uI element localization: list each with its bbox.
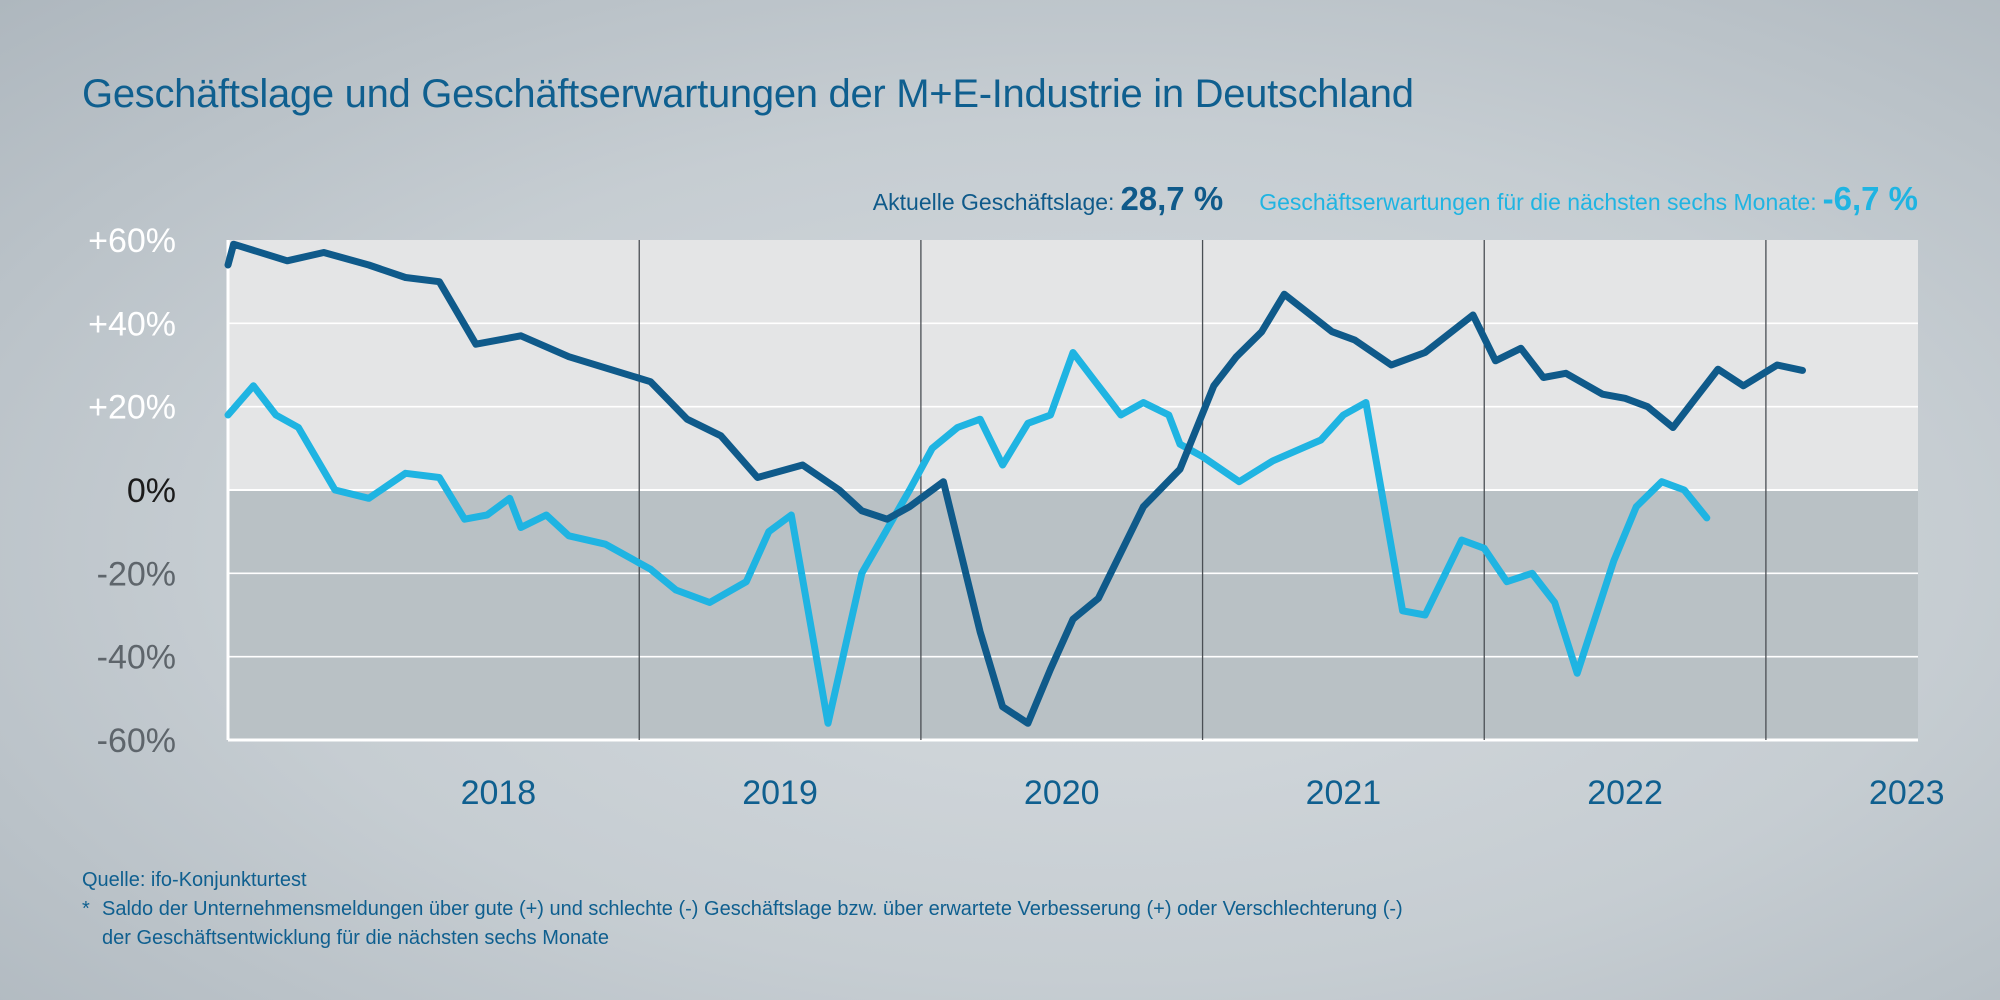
footnote-continued: der Geschäftsentwicklung für die nächste…	[82, 924, 1403, 953]
footnote-star: *	[82, 898, 90, 920]
legend-expectations: Geschäftserwartungen für die nächsten se…	[1259, 180, 1918, 218]
legend-expectations-value: -6,7 %	[1822, 180, 1918, 217]
series-line-expectations	[224, 349, 1711, 727]
legend-expectations-label: Geschäftserwartungen für die nächsten se…	[1259, 189, 1817, 215]
x-tick-label: 2022	[1587, 774, 1663, 812]
y-tick-label: +20%	[88, 389, 176, 427]
footnote: * Saldo der Unternehmensmeldungen über g…	[82, 895, 1403, 924]
chart-legend: Aktuelle Geschäftslage: 28,7 % Geschäftse…	[873, 180, 1918, 218]
legend-current-value: 28,7 %	[1120, 180, 1224, 217]
legend-current-label: Aktuelle Geschäftslage:	[872, 189, 1115, 215]
y-tick-label: -60%	[97, 722, 176, 760]
x-tick-label: 2018	[461, 774, 537, 812]
x-tick-label: 2019	[742, 774, 818, 812]
x-tick-label: 2021	[1306, 774, 1382, 812]
y-tick-label: 0%	[127, 472, 176, 510]
y-tick-label: -20%	[97, 555, 176, 593]
chart-footer: Quelle: ifo-Konjunkturtest * Saldo der U…	[82, 866, 1403, 953]
y-tick-label: +40%	[88, 305, 176, 343]
y-tick-label: -40%	[97, 639, 176, 677]
legend-current: Aktuelle Geschäftslage: 28,7 %	[873, 180, 1223, 218]
page-title: Geschäftslage und Geschäftserwartungen d…	[82, 72, 1414, 116]
plot-band-positive	[228, 240, 1918, 490]
footnote-line-2: der Geschäftsentwicklung für die nächste…	[102, 927, 609, 949]
y-tick-label: +60%	[88, 222, 176, 260]
x-tick-label: 2023	[1869, 774, 1945, 812]
series-line-current	[224, 240, 1806, 727]
footnote-line-1: Saldo der Unternehmensmeldungen über gut…	[102, 898, 1403, 920]
x-tick-label: 2020	[1024, 774, 1100, 812]
source-note: Quelle: ifo-Konjunkturtest	[82, 869, 307, 891]
